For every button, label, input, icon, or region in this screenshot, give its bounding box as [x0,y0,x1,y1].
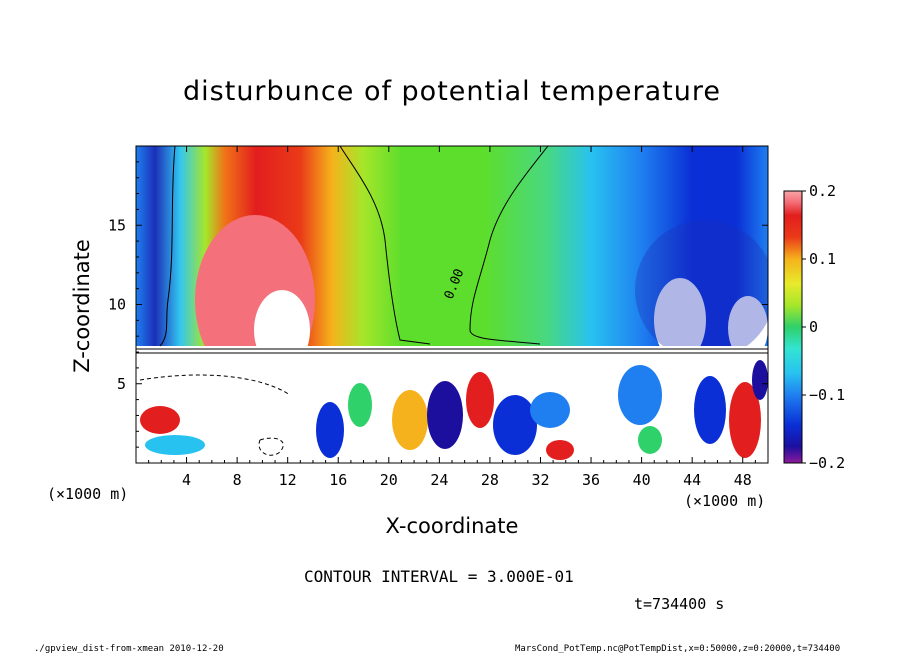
x-tick-label: 4 [182,471,191,489]
y-tick-label: 15 [108,216,126,234]
y-axis-label: Z-coordinate [70,239,94,373]
colorbar-ticks: 0.2 0.1 0 −0.1 −0.2 [802,182,845,472]
y-tick-label: 10 [108,296,126,314]
colorbar-tick-label: 0.1 [809,250,836,268]
colorbar-tick-label: −0.1 [809,386,845,404]
footer-left: ./gpview_dist-from-xmean 2010-12-20 [34,644,224,654]
plot-area [136,146,768,463]
contour-interval-text: CONTOUR INTERVAL = 3.000E-01 [304,567,574,586]
x-tick-label: 20 [380,471,398,489]
x-axis-ticks: 4 8 12 16 20 24 28 32 36 40 44 48 [148,146,756,489]
cold-region [635,220,768,360]
x-tick-label: 24 [430,471,448,489]
x-tick-label: 16 [329,471,347,489]
x-axis-unit-right: (×1000 m) [684,492,766,510]
x-axis-label: X-coordinate [385,514,519,538]
colorbar [783,190,803,464]
cold-core-right [728,296,768,360]
y-axis-ticks: 5 10 15 [108,161,768,448]
chart-title: disturbunce of potential temperature [183,76,721,107]
x-tick-label: 12 [279,471,297,489]
x-tick-label: 40 [633,471,651,489]
x-tick-label: 8 [233,471,242,489]
x-tick-label: 32 [531,471,549,489]
x-axis-unit-left: (×1000 m) [47,485,129,503]
colorbar-tick-label: −0.2 [809,454,845,472]
x-tick-label: 44 [683,471,701,489]
x-tick-label: 48 [734,471,752,489]
colorbar-tick-label: 0 [809,318,818,336]
x-tick-label: 28 [481,471,499,489]
time-label: t=734400 s [634,595,725,613]
colorbar-tick-label: 0.2 [809,182,836,200]
x-tick-label: 36 [582,471,600,489]
contour-lines [136,146,768,456]
cold-core-left [654,278,706,362]
footer-right: MarsCond_PotTemp.nc@PotTempDist,x=0:5000… [515,644,841,654]
lower-layer-blobs [140,360,768,460]
y-tick-label: 5 [117,375,126,393]
